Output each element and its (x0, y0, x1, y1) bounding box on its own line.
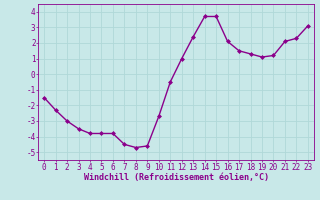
X-axis label: Windchill (Refroidissement éolien,°C): Windchill (Refroidissement éolien,°C) (84, 173, 268, 182)
